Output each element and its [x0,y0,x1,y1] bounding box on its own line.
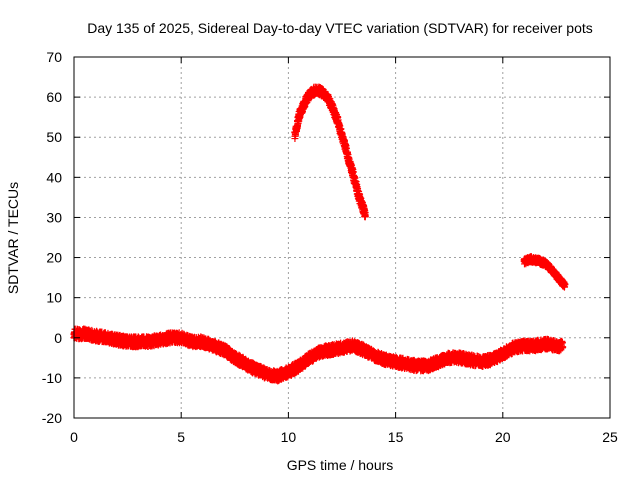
chart-background [0,0,640,480]
